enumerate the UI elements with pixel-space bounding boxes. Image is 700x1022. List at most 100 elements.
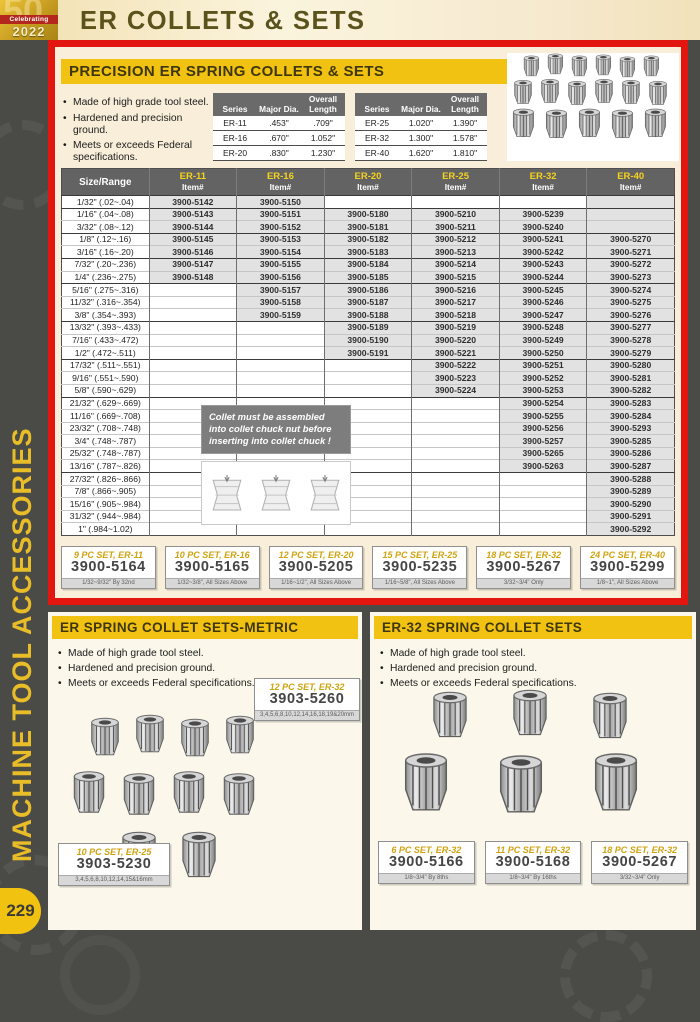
size-range-header: Size/Range bbox=[61, 168, 150, 196]
size-cell: 11/32" (.316~.354) bbox=[61, 295, 150, 309]
table-row: 5/8" (.590~.629) 3900-5224 3900-5253 3900-5… bbox=[61, 383, 675, 397]
size-cell: 1/2" (.472~.511) bbox=[61, 346, 150, 360]
item-cell: 3900-5293 bbox=[586, 421, 675, 435]
item-cell: 3900-5144 bbox=[148, 220, 237, 234]
size-cell: 9/16" (.551~.590) bbox=[61, 371, 150, 385]
item-cell bbox=[148, 283, 237, 297]
set-size-range: 3,4,5,6,8,10,12,14,16,18,19&20mm bbox=[255, 709, 359, 720]
item-cell: 3900-5153 bbox=[236, 232, 325, 246]
set-box-11pc: 11 PC SET, ER-32 3900-5168 1/8~3/4" By 16t… bbox=[484, 841, 582, 884]
item-cell bbox=[323, 371, 412, 385]
size-cell: 5/8" (.590~.629) bbox=[61, 383, 150, 397]
item-cell bbox=[498, 522, 587, 536]
item-cell: 3900-5256 bbox=[498, 421, 587, 435]
bullet-item: Made of high grade tool steel. bbox=[380, 648, 670, 660]
item-cell bbox=[236, 358, 325, 372]
header-band: ER COLLETS & SETS bbox=[0, 0, 700, 40]
item-cell: 3900-5283 bbox=[586, 396, 675, 410]
item-cell: 3900-5220 bbox=[411, 333, 500, 347]
sidebar-category-label: MACHINE TOOL ACCESSORIES bbox=[7, 427, 37, 862]
set-item-number: 3903-5260 bbox=[269, 691, 345, 707]
item-cell: 3900-5292 bbox=[586, 522, 675, 536]
item-cell: 3900-5285 bbox=[586, 434, 675, 448]
size-cell: 31/32" (.944~.984) bbox=[61, 509, 150, 523]
spec-row: ER-40 1.620" 1.810" bbox=[355, 145, 487, 162]
item-cell: 3900-5223 bbox=[411, 371, 500, 385]
set-box-er32: 18 PC SET, ER-32 3900-5267 3/32~3/4" Only bbox=[476, 546, 572, 589]
item-cell: 3900-5216 bbox=[411, 283, 500, 297]
size-cell: 1/8" (.12~.16) bbox=[61, 232, 150, 246]
er32-title-banner: ER-32 SPRING COLLET SETS bbox=[374, 616, 692, 639]
er32-set-boxes-row: 6 PC SET, ER-32 3900-5166 1/8~3/4" By 8ths… bbox=[378, 841, 689, 884]
item-cell: 3900-5252 bbox=[498, 371, 587, 385]
item-cell bbox=[148, 308, 237, 322]
item-cell: 3900-5246 bbox=[498, 295, 587, 309]
spec-row: ER-32 1.300" 1.578" bbox=[355, 130, 487, 147]
table-row: 5/16" (.275~.316) 3900-5157 3900-5186 3900-… bbox=[61, 283, 675, 297]
set-box-metric-10pc: 10 PC SET, ER-25 3903-5230 3,4,5,6,8,10,12… bbox=[58, 843, 170, 886]
item-cell: 3900-5282 bbox=[586, 383, 675, 397]
spec-cell: ER-16 bbox=[213, 130, 257, 147]
er32-bullet-list: Made of high grade tool steel. Hardened a… bbox=[380, 648, 670, 692]
table-row: 1/2" (.472~.511) 3900-5191 3900-5221 3900-5… bbox=[61, 346, 675, 360]
item-cell bbox=[323, 358, 412, 372]
item-cell bbox=[148, 320, 237, 335]
item-cell: 3900-5150 bbox=[236, 195, 325, 209]
er32-section: ER-32 SPRING COLLET SETS Made of high gr… bbox=[370, 612, 696, 930]
series-col-header: ER-16 Item# bbox=[236, 168, 325, 196]
item-cell: 3900-5287 bbox=[586, 459, 675, 473]
set-box-er16: 10 PC SET, ER-16 3900-5165 1/32~3/8", All … bbox=[164, 546, 260, 589]
spec-col-header: Major Dia. bbox=[399, 93, 443, 117]
set-item-number: 3900-5205 bbox=[278, 559, 354, 575]
item-cell: 3900-5273 bbox=[586, 270, 675, 284]
table-row: 7/16" (.433~.472) 3900-5190 3900-5220 3900-… bbox=[61, 333, 675, 347]
item-cell bbox=[148, 358, 237, 372]
spec-col-header: Series bbox=[213, 93, 257, 117]
collet-item-table: Size/Range ER-11 Item# ER-16 Item# ER-20 Item#… bbox=[61, 168, 675, 537]
size-cell: 1/4" (.236~.275) bbox=[61, 270, 150, 284]
feature-bullet-list: Made of high grade tool steel. Hardened a… bbox=[63, 97, 211, 168]
size-cell: 13/32" (.393~.433) bbox=[61, 320, 150, 335]
size-cell: 27/32" (.826~.866) bbox=[61, 472, 150, 486]
item-cell bbox=[323, 383, 412, 397]
set-size-range: 1/32~9/32" By 32nd bbox=[62, 577, 155, 588]
item-cell: 3900-5148 bbox=[148, 270, 237, 284]
table-row: 3/4" (.748~.787) 3900-5257 3900-5285 bbox=[61, 434, 675, 448]
item-cell: 3900-5284 bbox=[586, 409, 675, 423]
table-row: 3/32" (.08~.12) 3900-5144 3900-5152 3900-51… bbox=[61, 220, 675, 234]
metric-bullet-list: Made of high grade tool steel. Hardened a… bbox=[58, 648, 348, 692]
size-cell: 7/32" (.20~.236) bbox=[61, 257, 150, 272]
table-row: 1/32" (.02~.04) 3900-5142 3900-5150 bbox=[61, 195, 675, 209]
spec-cell: ER-11 bbox=[213, 116, 257, 132]
spec-col-header: Major Dia. bbox=[257, 93, 301, 117]
item-cell bbox=[148, 522, 237, 536]
spec-col-header: Overall Length bbox=[443, 93, 487, 117]
set-box-er25: 15 PC SET, ER-25 3900-5235 1/16~5/8", All … bbox=[372, 546, 468, 589]
table-row: 27/32" (.826~.866) 3900-5288 bbox=[61, 472, 675, 486]
item-cell: 3900-5219 bbox=[411, 320, 500, 335]
set-title: 10 PC SET, ER-25 bbox=[76, 847, 152, 857]
spec-cell: 1.020" bbox=[399, 116, 443, 132]
page-number-badge: 229 bbox=[0, 888, 41, 934]
item-cell: 3900-5190 bbox=[323, 333, 412, 347]
item-cell: 3900-5257 bbox=[498, 434, 587, 448]
item-cell: 3900-5290 bbox=[586, 497, 675, 511]
bullet-item: Made of high grade tool steel. bbox=[63, 97, 211, 109]
table-row: 3/8" (.354~.393) 3900-5159 3900-5188 3900-5… bbox=[61, 308, 675, 322]
spec-col-header: Series bbox=[355, 93, 399, 117]
set-size-range: 1/16~5/8", All Sizes Above bbox=[373, 577, 467, 588]
set-size-range: 1/8~3/4" By 16ths bbox=[485, 872, 581, 883]
size-cell: 7/16" (.433~.472) bbox=[61, 333, 150, 347]
gear-decoration bbox=[60, 935, 140, 1015]
item-cell: 3900-5253 bbox=[498, 383, 587, 397]
size-cell: 3/4" (.748~.787) bbox=[61, 434, 150, 448]
spec-cell: ER-40 bbox=[355, 145, 399, 162]
size-cell: 1" (.984~1.02) bbox=[61, 522, 150, 536]
table-row: 3/16" (.16~.20) 3900-5146 3900-5154 3900-51… bbox=[61, 245, 675, 259]
main-section: PRECISION ER SPRING COLLETS & SETS Made … bbox=[48, 40, 688, 605]
item-cell bbox=[498, 195, 587, 209]
item-cell: 3900-5157 bbox=[236, 283, 325, 297]
item-cell: 3900-5278 bbox=[586, 333, 675, 347]
size-cell: 25/32" (.748~.787) bbox=[61, 446, 150, 460]
item-cell bbox=[411, 434, 500, 448]
